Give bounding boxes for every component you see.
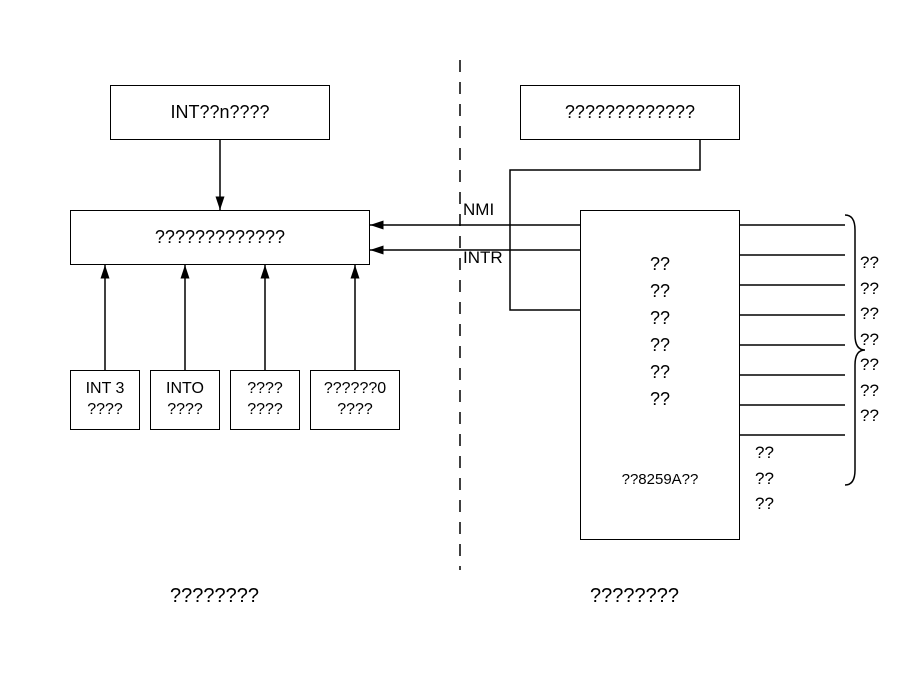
box-b4-label: ??????0 ???? xyxy=(324,379,386,421)
box-int-n-label: INT??n???? xyxy=(170,101,269,124)
box-mid-left-label: ????????????? xyxy=(155,226,285,249)
box-b3-label: ???? ???? xyxy=(247,379,283,421)
box-int-n: INT??n???? xyxy=(110,85,330,140)
box-b3: ???? ???? xyxy=(230,370,300,430)
box-int3: INT 3 ???? xyxy=(70,370,140,430)
box-chip: ?? ?? ?? ?? ?? ?? ??8259A?? xyxy=(580,210,740,540)
chip-text-top: ?? ?? ?? ?? ?? ?? xyxy=(581,251,739,413)
footer-right: ???????? xyxy=(590,585,679,608)
lines-right-hidden: ?? ?? ?? xyxy=(755,440,774,517)
box-top-right: ????????????? xyxy=(520,85,740,140)
box-into-label: INTO ???? xyxy=(166,379,204,421)
label-intr: INTR xyxy=(463,248,503,268)
box-into: INTO ???? xyxy=(150,370,220,430)
box-int3-label: INT 3 ???? xyxy=(86,379,125,421)
box-top-right-label: ????????????? xyxy=(565,101,695,124)
footer-left: ???????? xyxy=(170,585,259,608)
label-nmi: NMI xyxy=(463,200,494,220)
chip-text-bottom: ??8259A?? xyxy=(581,470,739,490)
lines-right-labels: ?? ?? ?? ?? ?? ?? ?? xyxy=(860,250,879,429)
box-b4: ??????0 ???? xyxy=(310,370,400,430)
box-mid-left: ????????????? xyxy=(70,210,370,265)
